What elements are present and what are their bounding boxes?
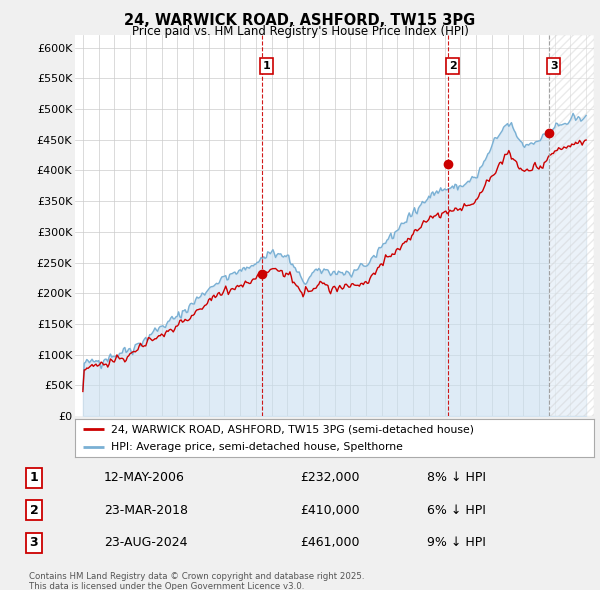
Text: Contains HM Land Registry data © Crown copyright and database right 2025.
This d: Contains HM Land Registry data © Crown c… [29, 572, 365, 590]
Text: 3: 3 [29, 536, 38, 549]
Text: HPI: Average price, semi-detached house, Spelthorne: HPI: Average price, semi-detached house,… [112, 442, 403, 452]
Text: 3: 3 [550, 61, 557, 71]
Text: 24, WARWICK ROAD, ASHFORD, TW15 3PG (semi-detached house): 24, WARWICK ROAD, ASHFORD, TW15 3PG (sem… [112, 424, 475, 434]
Text: 1: 1 [29, 471, 38, 484]
Text: 2: 2 [29, 504, 38, 517]
Text: £461,000: £461,000 [300, 536, 359, 549]
Text: £232,000: £232,000 [300, 471, 359, 484]
Text: 6% ↓ HPI: 6% ↓ HPI [427, 504, 485, 517]
Text: 1: 1 [263, 61, 270, 71]
Text: 23-AUG-2024: 23-AUG-2024 [104, 536, 188, 549]
Text: 24, WARWICK ROAD, ASHFORD, TW15 3PG: 24, WARWICK ROAD, ASHFORD, TW15 3PG [124, 13, 476, 28]
Text: 2: 2 [449, 61, 457, 71]
Text: 12-MAY-2006: 12-MAY-2006 [104, 471, 185, 484]
Text: 8% ↓ HPI: 8% ↓ HPI [427, 471, 486, 484]
Text: 9% ↓ HPI: 9% ↓ HPI [427, 536, 485, 549]
Text: £410,000: £410,000 [300, 504, 359, 517]
Text: Price paid vs. HM Land Registry's House Price Index (HPI): Price paid vs. HM Land Registry's House … [131, 25, 469, 38]
Text: 23-MAR-2018: 23-MAR-2018 [104, 504, 188, 517]
